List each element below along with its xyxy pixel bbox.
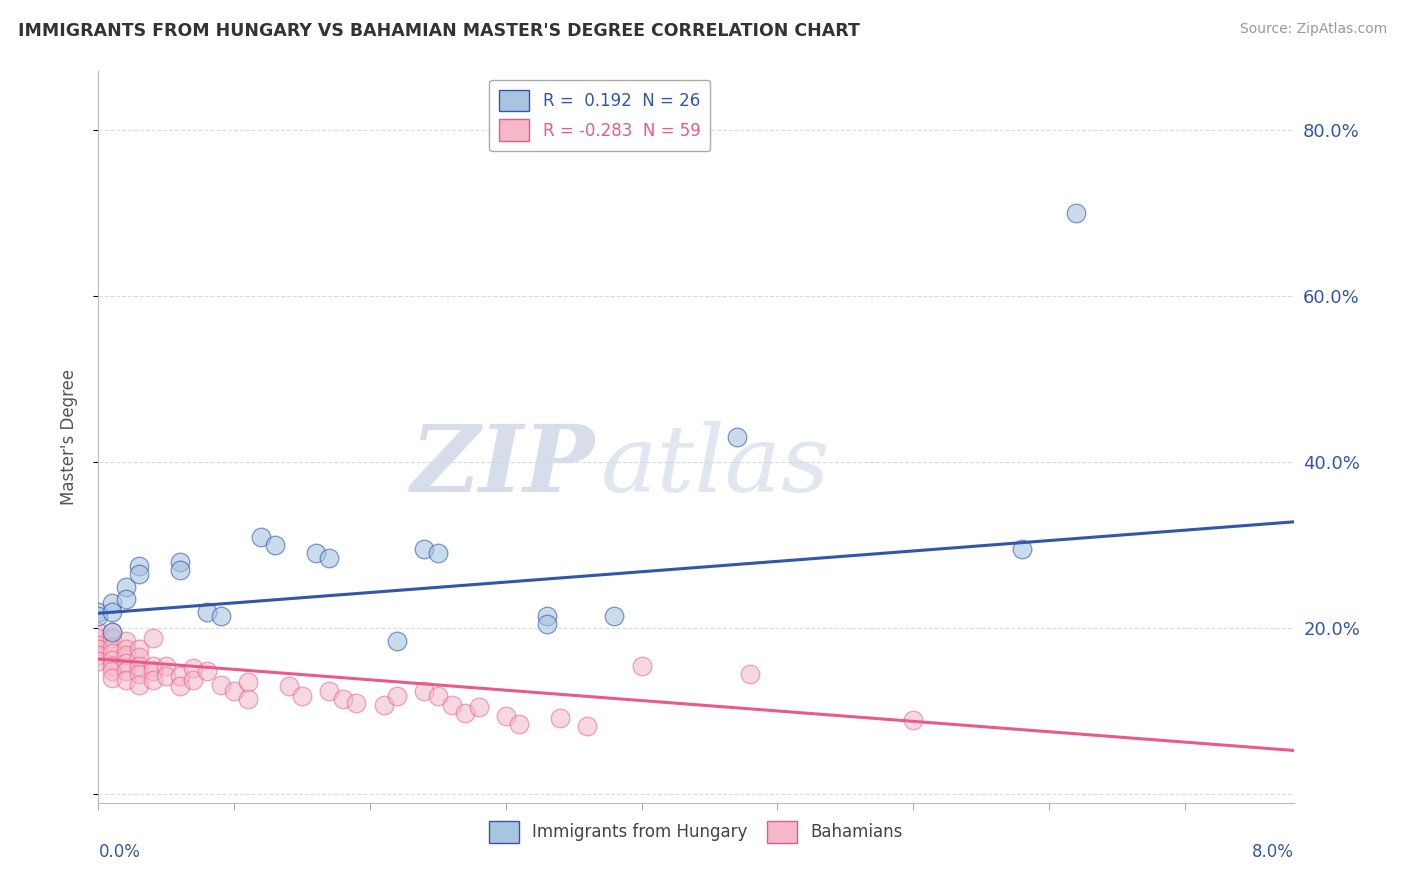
Point (318, 550, 340, 565)
Point (155, 669, 177, 683)
Point (454, 706, 477, 720)
Point (169, 680, 191, 694)
Point (264, 538, 287, 552)
Point (114, 665, 136, 679)
Point (903, 713, 925, 727)
Point (195, 665, 218, 679)
Point (725, 430, 748, 444)
Point (114, 580, 136, 594)
Point (183, 673, 205, 687)
Point (101, 653, 124, 667)
Point (413, 683, 436, 698)
Point (101, 632, 124, 646)
Point (1064, 205, 1087, 219)
Point (87, 642, 110, 657)
Point (155, 658, 177, 673)
Point (114, 642, 136, 657)
Point (87, 632, 110, 646)
Point (495, 708, 517, 723)
Point (603, 608, 626, 623)
Point (87, 625, 110, 640)
Point (236, 692, 259, 706)
Point (183, 661, 205, 675)
Point (209, 678, 232, 692)
Point (332, 692, 354, 706)
Point (128, 678, 150, 692)
Point (440, 698, 463, 712)
Point (576, 719, 599, 733)
Point (236, 675, 259, 690)
Point (169, 563, 191, 577)
Point (169, 555, 191, 569)
Point (114, 592, 136, 607)
Point (224, 683, 246, 698)
Point (128, 658, 150, 673)
Point (250, 530, 273, 544)
Point (346, 696, 368, 710)
Point (128, 558, 150, 573)
Point (114, 633, 136, 648)
Point (128, 650, 150, 665)
Point (142, 665, 165, 679)
Point (101, 665, 124, 679)
Point (101, 625, 124, 640)
Text: atlas: atlas (600, 421, 830, 511)
Legend: Immigrants from Hungary, Bahamians: Immigrants from Hungary, Bahamians (482, 814, 910, 849)
Point (128, 667, 150, 681)
Point (101, 640, 124, 654)
Point (101, 596, 124, 610)
Point (291, 690, 314, 704)
Point (740, 667, 762, 681)
Point (426, 690, 449, 704)
Point (536, 608, 558, 623)
Point (101, 625, 124, 640)
Point (142, 673, 165, 687)
Point (195, 605, 218, 619)
Point (630, 658, 652, 673)
Point (87, 608, 110, 623)
Point (385, 690, 409, 704)
Point (128, 567, 150, 582)
Point (142, 632, 165, 646)
Point (101, 658, 124, 673)
Point (87, 655, 110, 669)
Point (101, 646, 124, 660)
Point (169, 669, 191, 683)
Point (101, 671, 124, 685)
Point (114, 656, 136, 670)
Text: IMMIGRANTS FROM HUNGARY VS BAHAMIAN MASTER'S DEGREE CORRELATION CHART: IMMIGRANTS FROM HUNGARY VS BAHAMIAN MAST… (18, 22, 860, 40)
Point (101, 605, 124, 619)
Text: 0.0%: 0.0% (98, 843, 141, 861)
Point (114, 648, 136, 662)
Point (114, 673, 136, 687)
Point (209, 608, 232, 623)
Point (305, 546, 328, 560)
Text: Source: ZipAtlas.com: Source: ZipAtlas.com (1240, 22, 1388, 37)
Point (467, 700, 489, 714)
Text: ZIP: ZIP (411, 421, 595, 511)
Point (87, 648, 110, 662)
Point (87, 638, 110, 652)
Point (142, 658, 165, 673)
Point (318, 683, 340, 698)
Text: 8.0%: 8.0% (1251, 843, 1294, 861)
Point (128, 642, 150, 657)
Point (508, 716, 530, 731)
Point (277, 680, 299, 694)
Point (426, 546, 449, 560)
Point (413, 542, 436, 557)
Point (536, 617, 558, 632)
Point (373, 698, 395, 712)
Point (385, 633, 409, 648)
Y-axis label: Master's Degree: Master's Degree (59, 369, 77, 505)
Point (87, 605, 110, 619)
Point (1011, 542, 1033, 557)
Point (548, 711, 571, 725)
